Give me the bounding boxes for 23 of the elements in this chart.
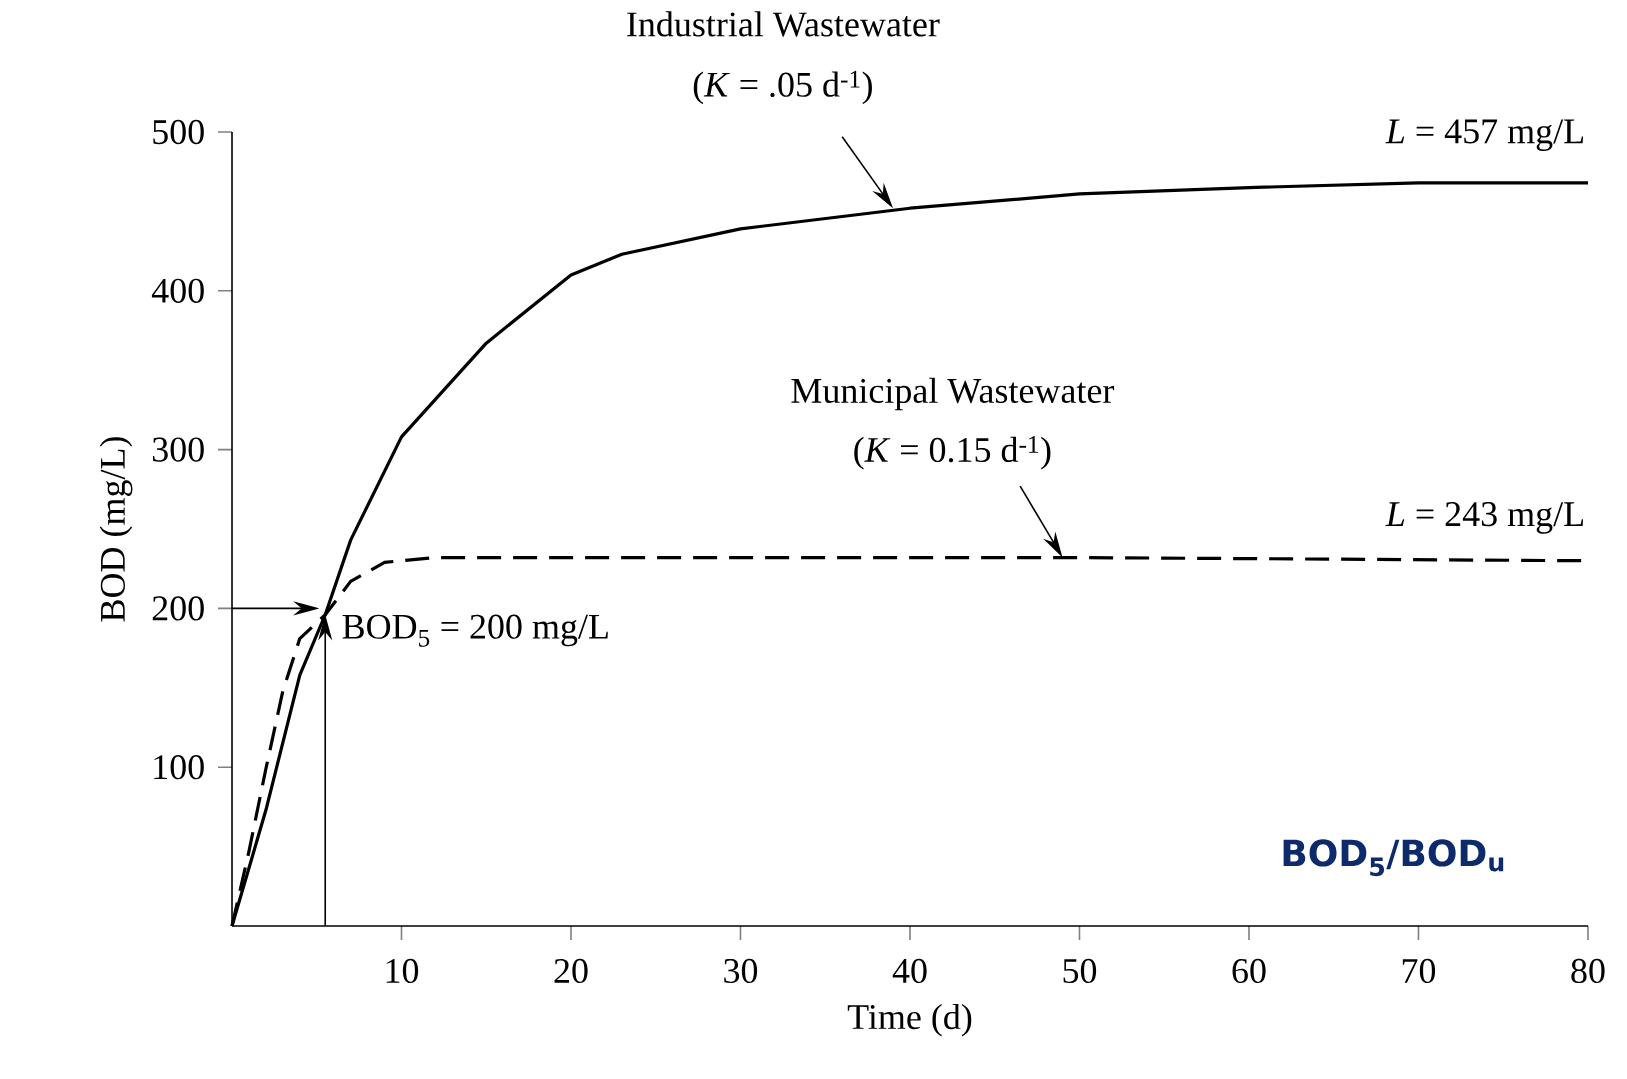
x-tick-label: 20 [554,958,588,984]
x-tick-label: 70 [1402,958,1436,984]
y-axis-title: BOD (mg/L) [99,437,133,622]
x-tick-label: 30 [724,958,758,984]
annotation: L = 243 mg/L [1385,502,1583,534]
x-tick-label: 10 [386,958,419,984]
y-tick-label: 100 [154,755,204,780]
annotation: BOD$_{5}$/BOD$_{u}$ [1283,839,1504,877]
annotation: Municipal Wastewater [791,377,1115,411]
y-tick-label: 500 [153,119,204,145]
x-tick-label: 40 [892,958,927,984]
y-tick-label: 300 [152,437,204,462]
annotation: L = 457 mg/L [1385,119,1583,151]
annotation: BOD$_{5}$ = 200 mg/L [342,614,608,647]
x-axis-title: Time (d) [847,1003,972,1037]
y-tick-label: 400 [151,278,204,303]
text: Industrial Wastewater [627,11,940,37]
annotation: (K = .05 d$^{-1}$) [693,70,872,105]
x-tick-label: 50 [1063,958,1097,984]
y-tick-label: 200 [152,596,204,621]
x-tick-label: 80 [1571,958,1605,984]
annotation: (K = 0.15 d$^{-1}$) [854,436,1051,470]
x-tick-label: 60 [1232,958,1266,984]
